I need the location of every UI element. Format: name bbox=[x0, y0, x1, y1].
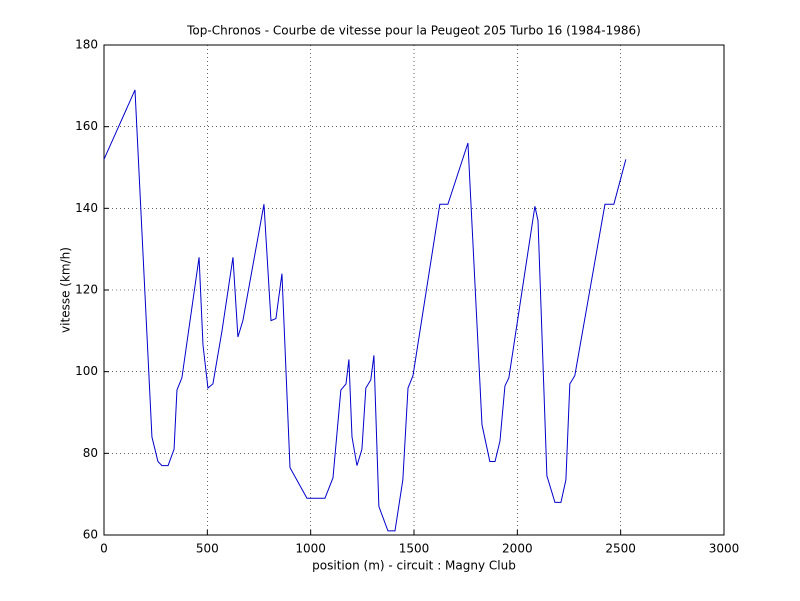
y-tick-label: 100 bbox=[75, 364, 98, 378]
y-tick-label: 180 bbox=[75, 38, 98, 52]
data-line bbox=[103, 89, 627, 532]
x-tick-label: 3000 bbox=[709, 542, 740, 556]
y-tick-label: 60 bbox=[83, 528, 98, 542]
x-axis-label: position (m) - circuit : Magny Club bbox=[312, 559, 516, 573]
y-tick-label: 160 bbox=[75, 119, 98, 133]
x-tick-label: 1000 bbox=[295, 542, 326, 556]
x-tick-label: 1500 bbox=[399, 542, 430, 556]
x-tick-label: 0 bbox=[100, 542, 108, 556]
y-tick-label: 140 bbox=[75, 201, 98, 215]
x-tick-label: 2500 bbox=[605, 542, 636, 556]
y-tick-label: 120 bbox=[75, 283, 98, 297]
chart-title: Top-Chronos - Courbe de vitesse pour la … bbox=[186, 24, 641, 38]
y-axis-label: vitesse (km/h) bbox=[59, 247, 73, 333]
y-tick-label: 80 bbox=[83, 446, 98, 460]
x-tick-label: 500 bbox=[196, 542, 219, 556]
x-tick-label: 2000 bbox=[502, 542, 533, 556]
